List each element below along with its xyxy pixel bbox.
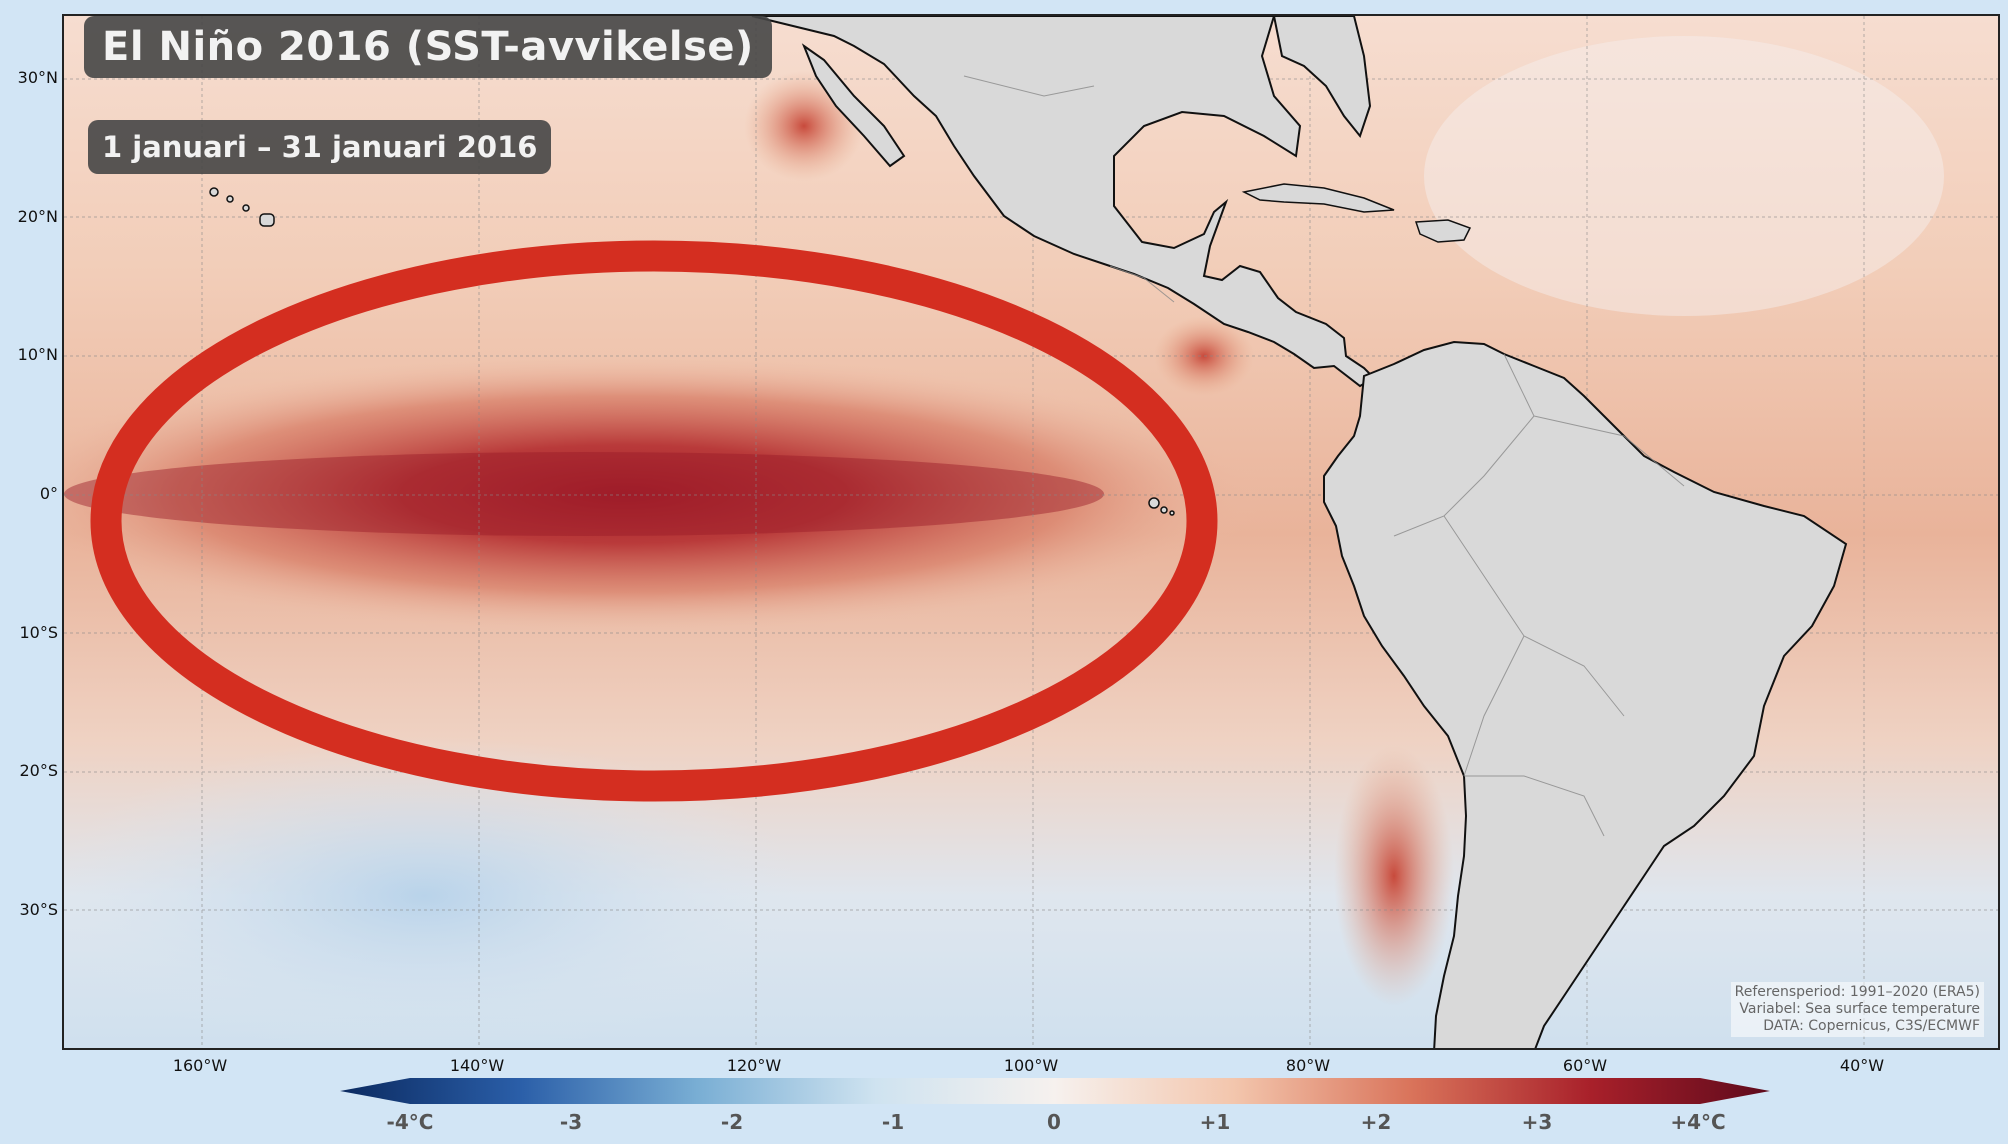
lon-tick-120w: 120°W <box>726 1056 782 1075</box>
lon-tick-40w: 40°W <box>1839 1056 1885 1075</box>
colorbar <box>340 1078 1770 1104</box>
map-canvas <box>64 16 1998 1048</box>
lat-tick-20n: 20°N <box>17 207 58 226</box>
florida-land <box>1272 16 1372 139</box>
hawaii-islands <box>209 187 275 227</box>
lat-tick-20s: 20°S <box>19 761 58 780</box>
cuba-land <box>1241 183 1395 213</box>
lon-tick-80w: 80°W <box>1285 1056 1331 1075</box>
lon-tick-160w: 160°W <box>172 1056 228 1075</box>
colorbar-label-plus4: +4°C <box>1670 1110 1726 1134</box>
colorbar-label-plus3: +3 <box>1521 1110 1553 1134</box>
colorbar-label-minus4: -4°C <box>386 1110 434 1134</box>
credits-reference-period: Referensperiod: 1991–2020 (ERA5) <box>1734 984 1980 1000</box>
colorbar-label-plus2: +2 <box>1360 1110 1392 1134</box>
north-america-land <box>751 16 1376 388</box>
colorbar-label-minus1: -1 <box>881 1110 905 1134</box>
colorbar-label-minus2: -2 <box>720 1110 744 1134</box>
colorbar-label-minus3: -3 <box>559 1110 583 1134</box>
lat-tick-30s: 30°S <box>19 900 58 919</box>
el-nino-warm-tongue <box>64 354 1264 634</box>
credits-data-source: DATA: Copernicus, C3S/ECMWF <box>1763 1018 1980 1034</box>
colorbar-label-0: 0 <box>1047 1110 1061 1134</box>
data-credits: Referensperiod: 1991–2020 (ERA5) Variabe… <box>1730 982 1984 1037</box>
cool-anomaly-sw <box>64 736 804 1048</box>
galapagos-islands <box>1148 497 1175 516</box>
el-nino-core <box>64 452 1104 536</box>
lat-tick-10n: 10°N <box>17 345 58 364</box>
country-borders <box>963 75 1685 837</box>
credits-variable: Variabel: Sea surface temperature <box>1739 1001 1980 1017</box>
lon-tick-140w: 140°W <box>449 1056 505 1075</box>
hispaniola-land <box>1414 219 1472 243</box>
lon-tick-60w: 60°W <box>1562 1056 1608 1075</box>
el-nino-highlight-ring <box>90 240 1218 802</box>
baja-california-land <box>801 43 906 168</box>
warm-spot-chile <box>1334 746 1454 1006</box>
map-title: El Niño 2016 (SST-avvikelse) <box>84 16 772 78</box>
lat-tick-30n: 30°N <box>17 68 58 87</box>
lat-tick-0: 0° <box>39 484 58 503</box>
neutral-atlantic <box>1424 36 1944 316</box>
colorbar-label-plus1: +1 <box>1199 1110 1231 1134</box>
south-america-land <box>1323 340 1848 1048</box>
date-range-subtitle: 1 januari – 31 januari 2016 <box>88 120 552 174</box>
colorbar-ramp <box>340 1078 1770 1104</box>
sst-anomaly-map <box>62 14 2000 1050</box>
lat-tick-10s: 10°S <box>19 623 58 642</box>
lon-tick-100w: 100°W <box>1003 1056 1059 1075</box>
